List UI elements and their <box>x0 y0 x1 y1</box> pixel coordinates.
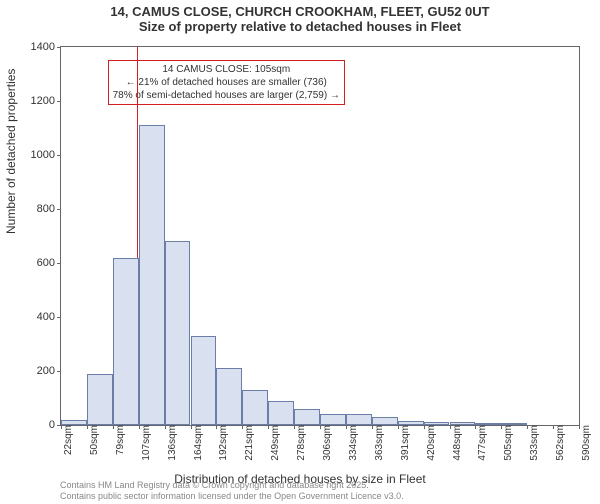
histogram-bar <box>216 368 242 425</box>
chart-title-main: 14, CAMUS CLOSE, CHURCH CROOKHAM, FLEET,… <box>0 4 600 19</box>
histogram-bar <box>294 409 320 425</box>
x-tick-label: 363sqm <box>372 425 385 461</box>
credits: Contains HM Land Registry data © Crown c… <box>60 480 404 502</box>
chart-title-sub: Size of property relative to detached ho… <box>0 19 600 34</box>
credit-line: Contains public sector information licen… <box>60 491 404 502</box>
y-tick-mark <box>57 263 61 264</box>
x-tick-label: 79sqm <box>113 425 126 455</box>
y-tick-mark <box>57 101 61 102</box>
y-tick-mark <box>57 155 61 156</box>
credit-line: Contains HM Land Registry data © Crown c… <box>60 480 404 491</box>
x-tick-label: 448sqm <box>450 425 463 461</box>
x-tick-label: 107sqm <box>139 425 152 461</box>
x-tick-label: 334sqm <box>346 425 359 461</box>
annotation-line: 78% of semi-detached houses are larger (… <box>113 89 340 102</box>
histogram-bar <box>320 414 346 425</box>
plot-area: 14 CAMUS CLOSE: 105sqm ← 21% of detached… <box>60 46 580 426</box>
histogram-bar <box>165 241 191 425</box>
y-tick-mark <box>57 47 61 48</box>
x-tick-label: 136sqm <box>165 425 178 461</box>
x-tick-label: 533sqm <box>527 425 540 461</box>
annotation-box: 14 CAMUS CLOSE: 105sqm ← 21% of detached… <box>108 60 345 105</box>
y-tick-mark <box>57 209 61 210</box>
x-tick-label: 477sqm <box>475 425 488 461</box>
x-tick-label: 164sqm <box>191 425 204 461</box>
y-tick-mark <box>57 371 61 372</box>
histogram-bar <box>191 336 217 425</box>
x-tick-label: 306sqm <box>320 425 333 461</box>
annotation-line: ← 21% of detached houses are smaller (73… <box>113 76 340 89</box>
histogram-bar <box>113 258 139 425</box>
x-tick-label: 192sqm <box>216 425 229 461</box>
histogram-bar <box>346 414 372 425</box>
x-tick-label: 221sqm <box>242 425 255 461</box>
x-tick-label: 249sqm <box>268 425 281 461</box>
y-axis-label: Number of detached properties <box>4 69 18 234</box>
annotation-line: 14 CAMUS CLOSE: 105sqm <box>113 63 340 76</box>
x-tick-label: 391sqm <box>398 425 411 461</box>
histogram-bar <box>372 417 398 425</box>
x-tick-label: 590sqm <box>579 425 592 461</box>
histogram-bar <box>139 125 165 425</box>
x-tick-label: 505sqm <box>501 425 514 461</box>
y-tick-mark <box>57 317 61 318</box>
chart-container: 14, CAMUS CLOSE, CHURCH CROOKHAM, FLEET,… <box>0 4 600 504</box>
x-tick-label: 278sqm <box>294 425 307 461</box>
x-tick-label: 50sqm <box>87 425 100 455</box>
histogram-bar <box>87 374 113 425</box>
x-tick-label: 22sqm <box>61 425 74 455</box>
histogram-bar <box>242 390 268 425</box>
histogram-bar <box>268 401 294 425</box>
x-tick-label: 562sqm <box>553 425 566 461</box>
x-tick-label: 420sqm <box>424 425 437 461</box>
